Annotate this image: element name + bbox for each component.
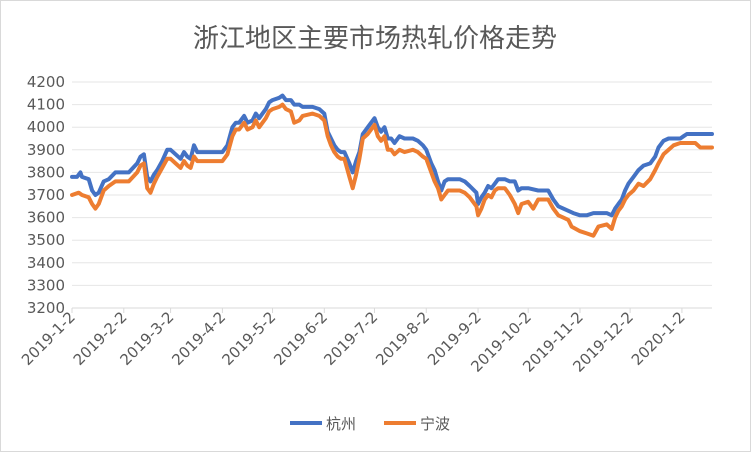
y-tick-label: 3300 xyxy=(27,276,65,294)
series-line-hangzhou xyxy=(70,93,714,218)
legend-label: 宁波 xyxy=(420,415,450,433)
y-tick-label: 4000 xyxy=(27,118,65,136)
x-tick-label: 2019-4-2 xyxy=(168,308,229,369)
gridlines xyxy=(72,81,712,309)
y-tick-label: 4100 xyxy=(27,96,65,114)
x-tick-label: 2020-1-2 xyxy=(628,308,689,369)
y-tick-label: 3500 xyxy=(27,231,65,249)
x-tick-label: 2019-5-2 xyxy=(218,308,279,369)
x-tick-label: 2019-7-2 xyxy=(320,308,381,369)
y-tick-label: 3400 xyxy=(27,254,65,272)
legend-label: 杭州 xyxy=(326,415,356,433)
y-axis: 3200 3300 3400 3500 3600 3700 3800 3900 4000 4100… xyxy=(27,73,65,317)
legend-item: 杭州 xyxy=(290,415,356,433)
y-tick-label: 3200 xyxy=(27,299,65,317)
x-tick-label: 2019-6-2 xyxy=(270,308,331,369)
x-tick-label: 2019-8-2 xyxy=(372,308,433,369)
legend: 杭州 宁波 xyxy=(290,415,450,433)
y-tick-label: 3600 xyxy=(27,209,65,227)
x-axis: 2019-1-22019-2-22019-3-22019-4-22019-5-2… xyxy=(18,308,689,376)
y-tick-label: 4200 xyxy=(27,73,65,91)
y-tick-label: 3800 xyxy=(27,163,65,181)
series-line-ningbo xyxy=(70,102,714,238)
legend-item: 宁波 xyxy=(384,415,450,433)
chart-title: 浙江地区主要市场热轧价格走势 xyxy=(193,24,557,54)
series-lines xyxy=(70,93,714,238)
x-tick-label: 2019-1-2 xyxy=(18,308,79,369)
y-tick-label: 3700 xyxy=(27,186,65,204)
y-tick-label: 3900 xyxy=(27,141,65,159)
